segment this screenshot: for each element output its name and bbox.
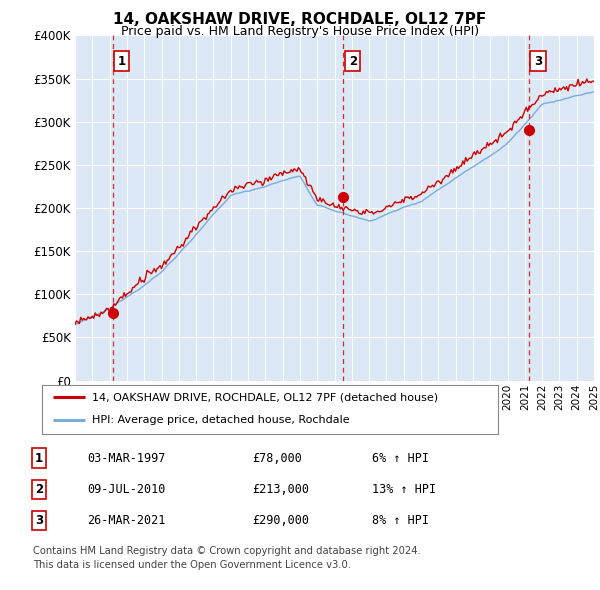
Text: Contains HM Land Registry data © Crown copyright and database right 2024.
This d: Contains HM Land Registry data © Crown c… <box>33 546 421 569</box>
Text: 6% ↑ HPI: 6% ↑ HPI <box>372 451 429 465</box>
Text: 1: 1 <box>118 55 126 68</box>
Text: 26-MAR-2021: 26-MAR-2021 <box>87 514 166 527</box>
Text: 03-MAR-1997: 03-MAR-1997 <box>87 451 166 465</box>
Text: 2: 2 <box>349 55 357 68</box>
Text: 14, OAKSHAW DRIVE, ROCHDALE, OL12 7PF (detached house): 14, OAKSHAW DRIVE, ROCHDALE, OL12 7PF (d… <box>92 392 438 402</box>
Text: 3: 3 <box>35 514 43 527</box>
Text: 3: 3 <box>534 55 542 68</box>
Text: 14, OAKSHAW DRIVE, ROCHDALE, OL12 7PF: 14, OAKSHAW DRIVE, ROCHDALE, OL12 7PF <box>113 12 487 27</box>
Text: 1: 1 <box>35 451 43 465</box>
Text: £78,000: £78,000 <box>252 451 302 465</box>
Text: 09-JUL-2010: 09-JUL-2010 <box>87 483 166 496</box>
Text: HPI: Average price, detached house, Rochdale: HPI: Average price, detached house, Roch… <box>92 415 350 425</box>
Text: 13% ↑ HPI: 13% ↑ HPI <box>372 483 436 496</box>
Text: 2: 2 <box>35 483 43 496</box>
Text: 8% ↑ HPI: 8% ↑ HPI <box>372 514 429 527</box>
Text: £213,000: £213,000 <box>252 483 309 496</box>
Text: Price paid vs. HM Land Registry's House Price Index (HPI): Price paid vs. HM Land Registry's House … <box>121 25 479 38</box>
Text: £290,000: £290,000 <box>252 514 309 527</box>
